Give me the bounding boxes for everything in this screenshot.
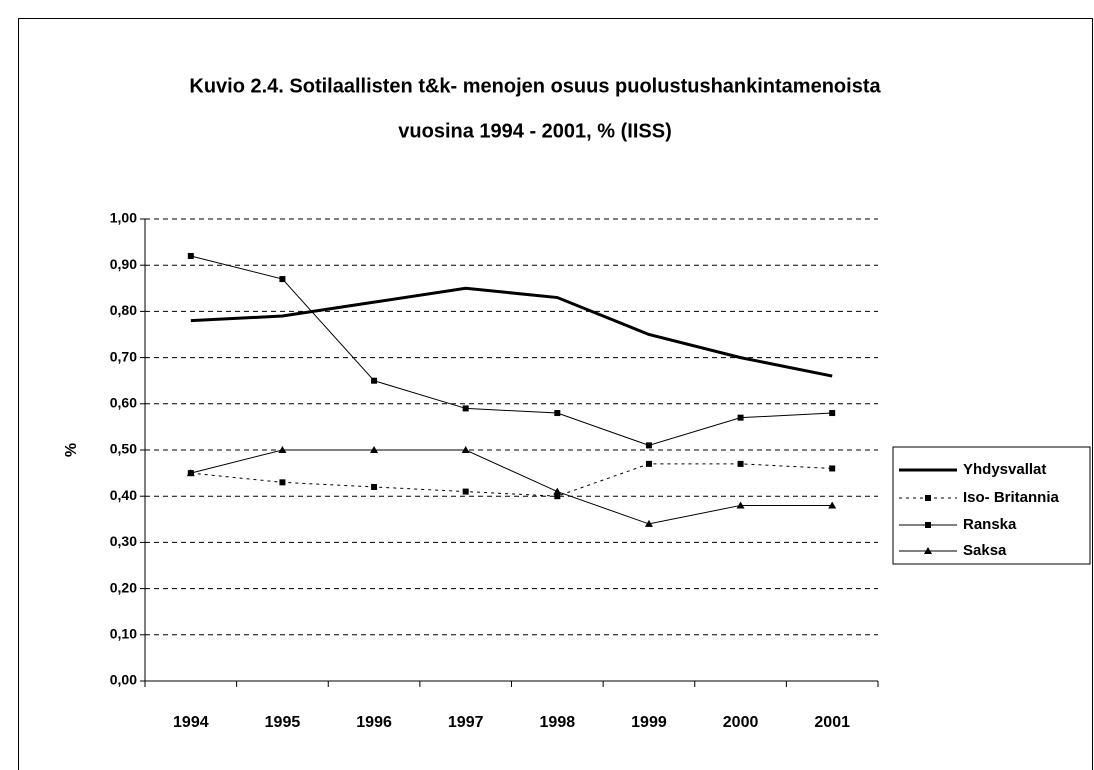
marker xyxy=(925,495,931,501)
x-tick-label: 1998 xyxy=(540,714,576,731)
marker xyxy=(370,446,379,453)
marker xyxy=(279,276,286,283)
marker xyxy=(736,501,745,509)
marker xyxy=(371,483,378,490)
marker xyxy=(187,252,194,259)
marker xyxy=(829,465,836,472)
legend-label: Ranska xyxy=(963,516,1017,533)
y-tick-label: 0,20 xyxy=(110,579,137,595)
legend-label: Saksa xyxy=(963,542,1007,559)
marker xyxy=(278,446,287,453)
legend-box xyxy=(892,446,1091,565)
x-tick-label: 1994 xyxy=(173,714,209,731)
marker xyxy=(186,469,195,477)
y-tick-label: 0,30 xyxy=(110,533,137,549)
marker xyxy=(737,414,744,421)
line xyxy=(190,255,833,446)
x-tick-label: 1999 xyxy=(631,714,667,731)
marker xyxy=(554,410,561,417)
y-tick-label: 0,90 xyxy=(110,256,137,272)
y-tick-label: 0,00 xyxy=(110,672,137,688)
chart-border xyxy=(18,18,1093,770)
y-tick-label: 1,00 xyxy=(110,210,137,226)
x-tick-label: 1996 xyxy=(356,714,392,731)
marker xyxy=(645,442,652,449)
legend-label: Iso- Britannia xyxy=(963,489,1060,506)
y-tick-label: 0,60 xyxy=(110,395,137,411)
marker xyxy=(924,547,932,554)
marker xyxy=(829,410,836,417)
marker xyxy=(644,519,653,527)
line xyxy=(190,463,833,497)
marker xyxy=(554,493,561,500)
legend-label: Yhdysvallat xyxy=(963,461,1046,478)
x-tick-label: 1997 xyxy=(448,714,484,731)
marker xyxy=(461,446,470,453)
marker xyxy=(553,487,562,495)
chart-subtitle: vuosina 1994 - 2001, % (IISS) xyxy=(398,120,671,142)
marker xyxy=(279,479,286,486)
chart-title: Kuvio 2.4. Sotilaallisten t&k- menojen o… xyxy=(189,75,881,97)
x-tick-label: 2000 xyxy=(723,714,759,731)
marker xyxy=(462,488,469,495)
marker xyxy=(828,501,837,509)
y-tick-label: 0,70 xyxy=(110,348,137,364)
y-axis-label: % xyxy=(63,443,80,457)
y-tick-label: 0,10 xyxy=(110,626,137,642)
marker xyxy=(925,522,931,528)
marker xyxy=(371,377,378,384)
line xyxy=(190,449,833,525)
marker xyxy=(462,405,469,412)
x-tick-label: 1995 xyxy=(265,714,301,731)
y-tick-label: 0,80 xyxy=(110,302,137,318)
y-tick-label: 0,50 xyxy=(110,441,137,457)
y-tick-label: 0,40 xyxy=(110,487,137,503)
marker xyxy=(737,460,744,467)
line xyxy=(190,286,833,378)
x-tick-label: 2001 xyxy=(814,714,850,731)
marker xyxy=(645,460,652,467)
